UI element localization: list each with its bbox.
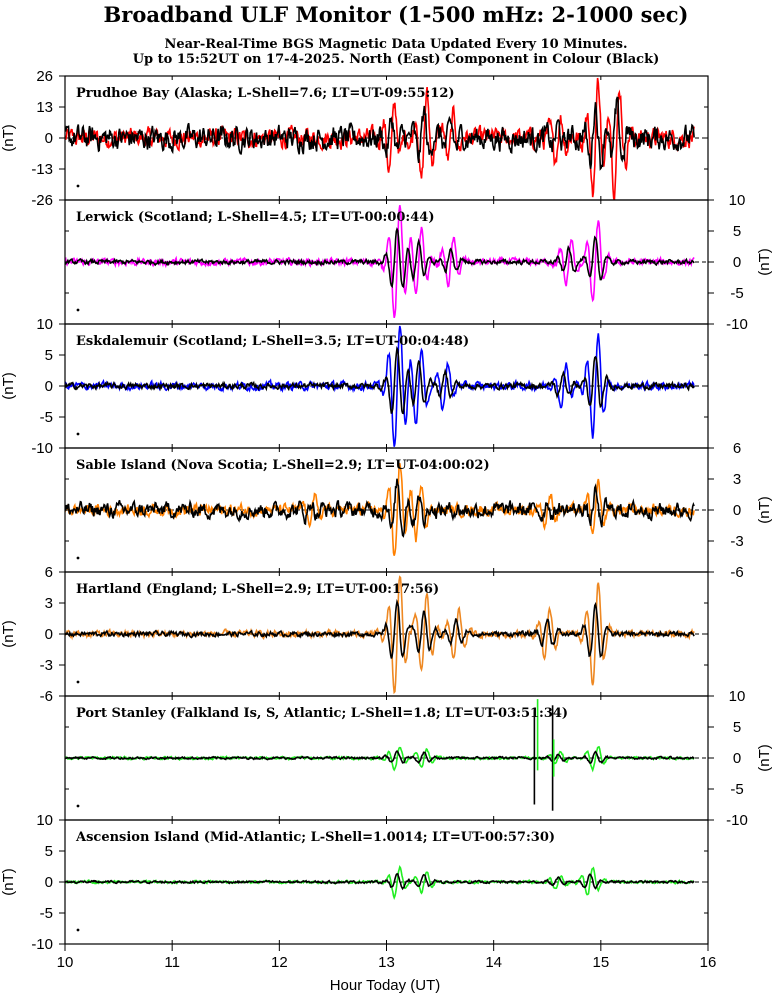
y-tick-label: -10 <box>31 440 53 457</box>
marker-dot <box>76 184 80 188</box>
station-panel: Port Stanley (Falkland Is, S, Atlantic; … <box>64 688 773 829</box>
x-tick-label: 14 <box>485 954 502 971</box>
y-tick-label: 0 <box>45 130 53 147</box>
east-component-trace <box>65 873 695 891</box>
station-label: Sable Island (Nova Scotia; L-Shell=2.9; … <box>76 458 490 473</box>
y-tick-label: -5 <box>40 905 53 922</box>
y-tick-label: -13 <box>31 161 53 178</box>
x-tick-label: 12 <box>271 954 288 971</box>
chart-subtitle-line-1: Near-Real-Time BGS Magnetic Data Updated… <box>164 37 627 52</box>
y-axis-label: (nT) <box>0 124 17 152</box>
y-tick-label: 5 <box>45 347 53 364</box>
y-tick-label: -6 <box>730 564 743 581</box>
station-panel: Sable Island (Nova Scotia; L-Shell=2.9; … <box>64 440 773 581</box>
station-label: Ascension Island (Mid-Atlantic; L-Shell=… <box>75 830 555 845</box>
east-component-trace <box>65 345 695 415</box>
x-tick-label: 11 <box>164 954 180 971</box>
east-component-trace <box>65 598 695 659</box>
y-tick-label: -5 <box>40 409 53 426</box>
y-tick-label: -10 <box>726 812 748 829</box>
y-tick-label: 10 <box>729 688 746 705</box>
station-panel: Prudhoe Bay (Alaska; L-Shell=7.6; LT=UT-… <box>0 68 709 209</box>
marker-dot <box>76 308 80 312</box>
y-tick-label: 0 <box>45 626 53 643</box>
y-tick-label: 6 <box>45 564 53 581</box>
station-label: Lerwick (Scotland; L-Shell=4.5; LT=UT-00… <box>76 210 434 225</box>
station-label: Port Stanley (Falkland Is, S, Atlantic; … <box>76 706 568 721</box>
station-label: Prudhoe Bay (Alaska; L-Shell=7.6; LT=UT-… <box>76 86 455 101</box>
y-tick-label: 6 <box>733 440 741 457</box>
x-tick-label: 13 <box>378 954 395 971</box>
x-axis: 10 11 12 13 14 15 16 <box>57 944 717 971</box>
y-tick-label: -5 <box>730 285 743 302</box>
marker-dot <box>76 556 80 560</box>
north-component-trace <box>65 77 695 200</box>
chart-title: Broadband ULF Monitor (1-500 mHz: 2-1000… <box>104 2 689 27</box>
station-panel: Lerwick (Scotland; L-Shell=4.5; LT=UT-00… <box>64 192 773 333</box>
east-component-trace <box>65 478 695 538</box>
y-tick-label: 13 <box>36 99 53 116</box>
y-tick-label: 0 <box>45 874 53 891</box>
east-component-trace <box>65 749 695 765</box>
x-tick-label: 15 <box>592 954 609 971</box>
y-tick-label: -3 <box>40 657 53 674</box>
marker-dot <box>76 432 80 436</box>
y-axis-label: (nT) <box>756 248 773 276</box>
station-panel: Eskdalemuir (Scotland; L-Shell=3.5; LT=U… <box>0 316 709 457</box>
y-tick-label: 0 <box>733 502 741 519</box>
y-tick-label: 26 <box>36 68 53 85</box>
east-component-trace <box>65 227 695 289</box>
y-tick-label: 5 <box>45 843 53 860</box>
y-tick-label: 10 <box>36 812 53 829</box>
marker-dot <box>76 928 80 932</box>
east-component-trace <box>65 96 695 171</box>
x-axis-label: Hour Today (UT) <box>330 977 441 994</box>
y-tick-label: -26 <box>31 192 53 209</box>
station-label: Hartland (England; L-Shell=2.9; LT=UT-00… <box>76 582 439 597</box>
y-axis-label: (nT) <box>756 744 773 772</box>
north-component-trace <box>65 205 695 318</box>
y-tick-label: 0 <box>733 254 741 271</box>
x-tick-label: 16 <box>700 954 717 971</box>
station-panel: Ascension Island (Mid-Atlantic; L-Shell=… <box>0 812 709 953</box>
station-panel: Hartland (England; L-Shell=2.9; LT=UT-00… <box>0 564 709 705</box>
y-axis-label: (nT) <box>0 372 17 400</box>
y-tick-label: 3 <box>45 595 53 612</box>
chart-subtitle-line-2: Up to 15:52UT on 17-4-2025. North (East)… <box>133 52 660 67</box>
y-tick-label: 10 <box>729 192 746 209</box>
y-tick-label: -6 <box>40 688 53 705</box>
station-label: Eskdalemuir (Scotland; L-Shell=3.5; LT=U… <box>76 334 469 349</box>
marker-dot <box>76 804 80 808</box>
y-tick-label: 5 <box>733 719 741 736</box>
y-tick-label: 0 <box>733 750 741 767</box>
y-tick-label: 10 <box>36 316 53 333</box>
y-tick-label: 0 <box>45 378 53 395</box>
y-tick-label: -5 <box>730 781 743 798</box>
y-tick-label: -10 <box>31 936 53 953</box>
panels-group: Prudhoe Bay (Alaska; L-Shell=7.6; LT=UT-… <box>0 68 773 953</box>
y-axis-label: (nT) <box>756 496 773 524</box>
y-tick-label: -3 <box>730 533 743 550</box>
marker-dot <box>76 680 80 684</box>
north-component-trace <box>65 325 695 447</box>
y-tick-label: 3 <box>733 471 741 488</box>
y-axis-label: (nT) <box>0 868 17 896</box>
y-axis-label: (nT) <box>0 620 17 648</box>
y-tick-label: -10 <box>726 316 748 333</box>
x-tick-label: 10 <box>57 954 74 971</box>
y-tick-label: 5 <box>733 223 741 240</box>
